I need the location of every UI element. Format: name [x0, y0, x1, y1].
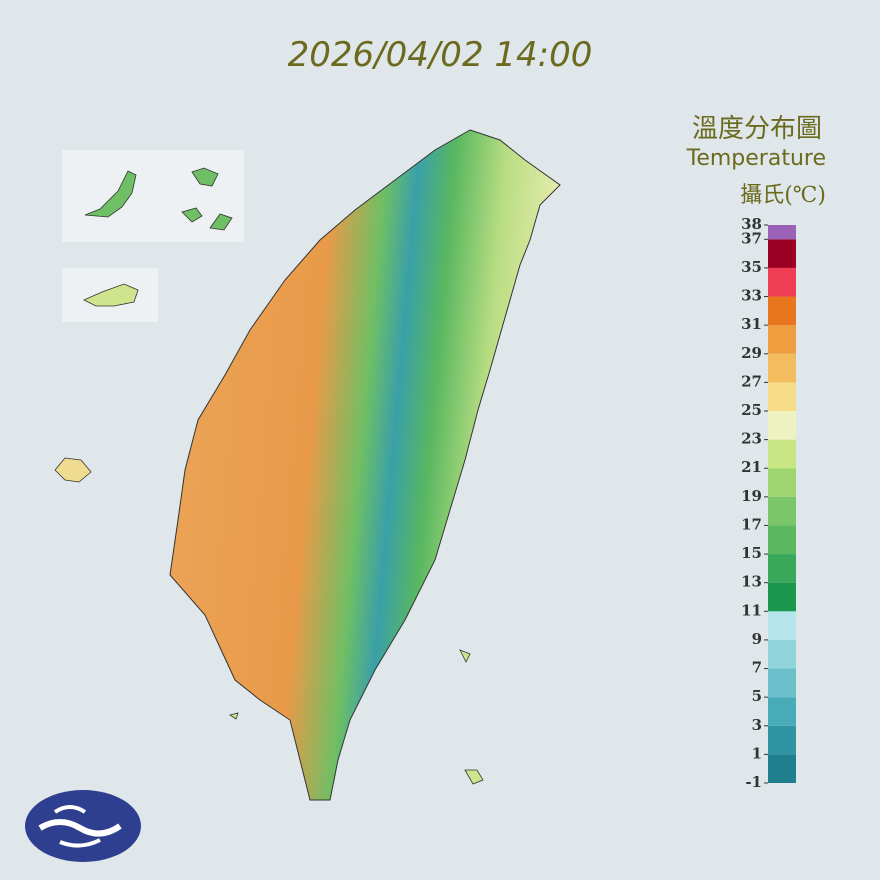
- tick-label: 17: [741, 515, 762, 533]
- color-band: [768, 468, 796, 497]
- tick-label: 35: [741, 258, 762, 276]
- color-band: [768, 639, 796, 669]
- tick-label: 38: [741, 215, 762, 233]
- color-band: [768, 382, 796, 411]
- tick-label: 5: [752, 687, 762, 705]
- color-band: [768, 439, 796, 469]
- tick-label: 25: [741, 401, 762, 419]
- tick-label: 15: [741, 544, 762, 562]
- tick-label: 31: [741, 315, 762, 333]
- color-band: [768, 725, 796, 755]
- color-band: [768, 496, 796, 526]
- tick-label: 21: [741, 458, 762, 476]
- color-band: [768, 611, 796, 640]
- legend-title: 溫度分布圖: [692, 114, 822, 144]
- color-band: [768, 554, 796, 583]
- color-band: [768, 697, 796, 726]
- color-band: [768, 225, 796, 240]
- tick-label: 3: [752, 716, 762, 734]
- tick-label: 23: [741, 430, 762, 448]
- color-band: [768, 325, 796, 354]
- color-band: [768, 754, 796, 783]
- tick-label: 27: [741, 372, 762, 390]
- tick-label: 19: [741, 487, 762, 505]
- tick-label: 13: [741, 573, 762, 591]
- legend-subtitle: Temperature: [686, 146, 826, 171]
- tick-label: 7: [752, 659, 762, 677]
- color-band: [768, 411, 796, 440]
- tick-label: 37: [741, 229, 762, 247]
- legend-unit: 攝氏(℃): [740, 183, 826, 208]
- taiwan-island: [169, 129, 561, 801]
- logo: [25, 790, 141, 862]
- color-band: [768, 525, 796, 555]
- tick-label: 1: [752, 744, 762, 762]
- color-band: [768, 296, 796, 326]
- color-band: [768, 267, 796, 297]
- small-islands: [229, 649, 484, 785]
- timestamp: 2026/04/02 14:00: [288, 35, 593, 75]
- color-band: [768, 668, 796, 698]
- tick-label: 29: [741, 344, 762, 362]
- color-band: [768, 582, 796, 612]
- insets: [54, 150, 244, 483]
- tick-label: 11: [741, 601, 762, 619]
- color-band: [768, 353, 796, 383]
- tick-label: -1: [745, 773, 762, 791]
- color-band: [768, 239, 796, 268]
- tick-label: 9: [752, 630, 762, 648]
- tick-label: 33: [741, 287, 762, 305]
